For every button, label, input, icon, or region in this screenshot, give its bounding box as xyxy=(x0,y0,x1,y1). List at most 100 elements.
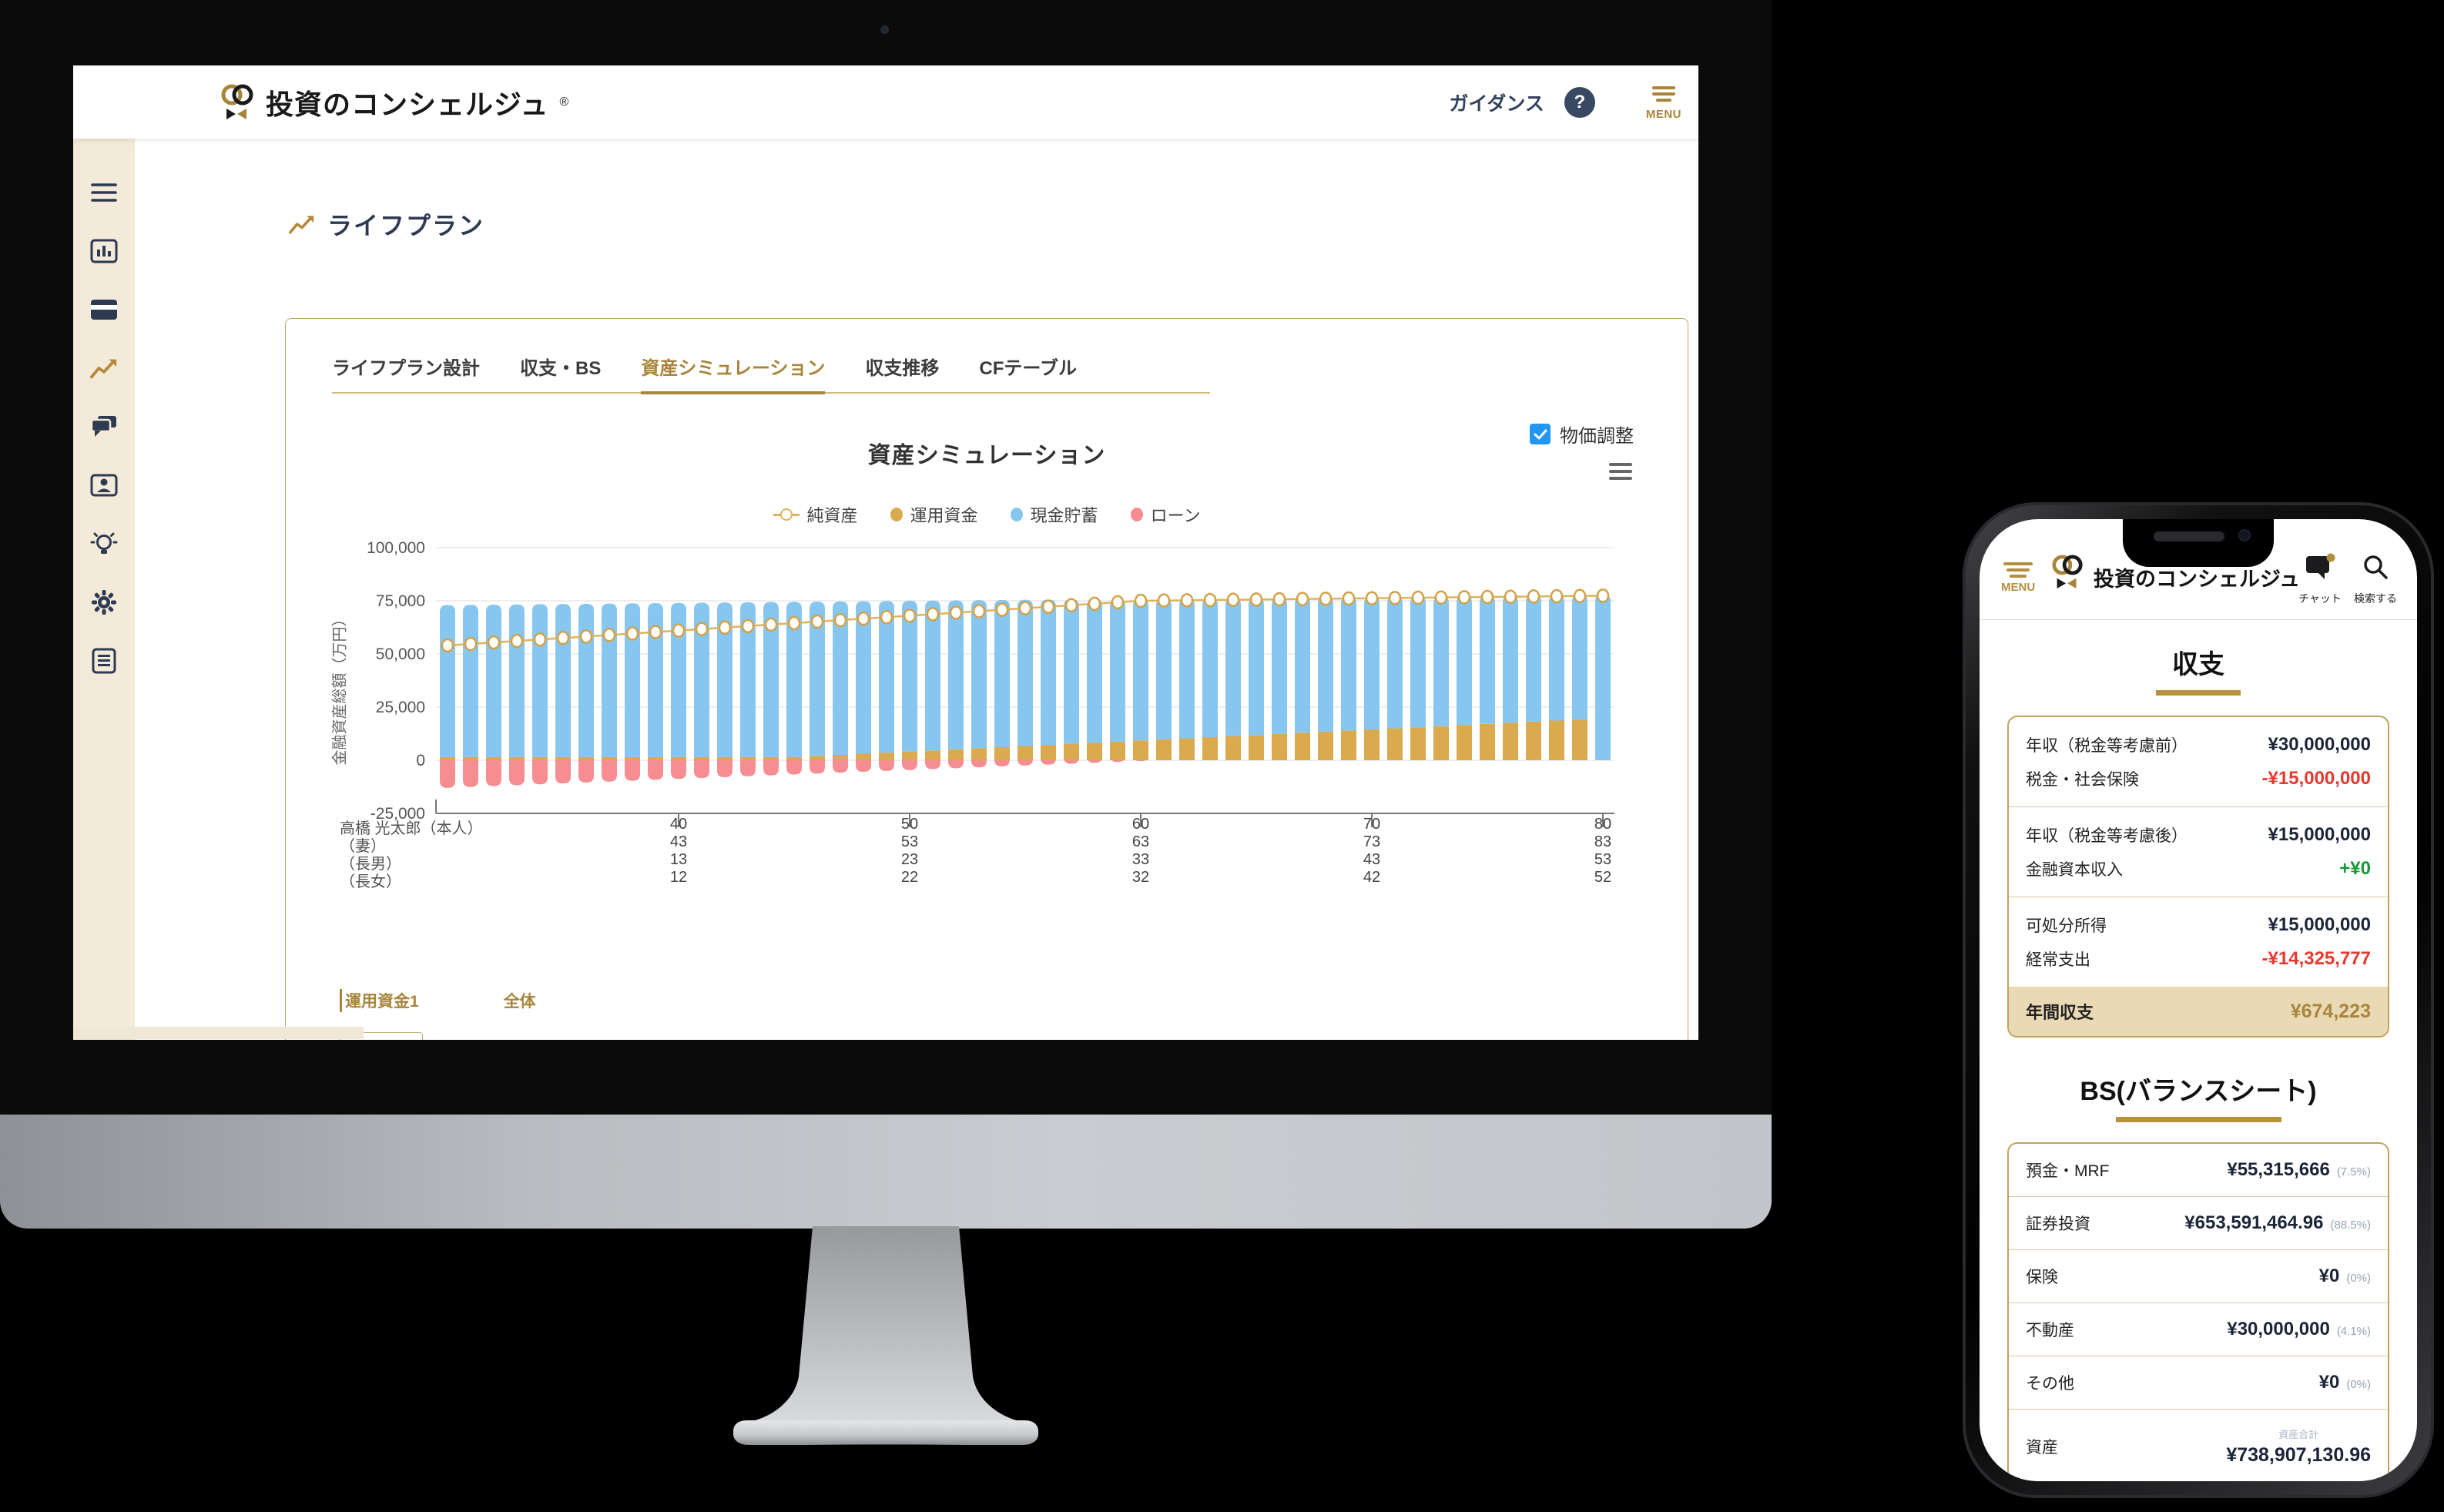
document-icon[interactable] xyxy=(90,647,118,675)
phone-chat-button[interactable]: チャット xyxy=(2298,553,2342,606)
legend-item[interactable]: ローン xyxy=(1130,502,1200,527)
family-age-table: 高橋 光太郎（本人） 40 50 60 70 80 （妻） 43 53 63 73 83 （長男） 13 2… xyxy=(320,816,1661,890)
bs-card: 預金・MRF ¥55,315,666 (7.5%) 証券投資 ¥653,591,464.… xyxy=(2007,1142,2389,1481)
simulation-panel: ライフプラン設計 収支・BS 資産シミュレーション 収支推移 CFテーブル 物価調整 資… xyxy=(285,318,1688,1040)
guidance-link[interactable]: ガイダンス xyxy=(1449,92,1544,115)
income-row-label: 年収（税金等考慮前） xyxy=(2026,737,2188,755)
phone-menu-button[interactable]: MENU xyxy=(2001,559,2035,594)
bar-chart-icon[interactable] xyxy=(90,237,118,265)
bs-total-value: ¥738,907,130.96 xyxy=(2226,1444,2371,1466)
income-row-value: -¥15,000,000 xyxy=(2261,768,2371,789)
page-title: ライフプラン xyxy=(327,212,485,240)
hamburger-icon xyxy=(2001,562,2035,578)
phone-search-button[interactable]: 検索する xyxy=(2351,553,2400,606)
fund-tab[interactable]: 運用資金1 xyxy=(340,989,419,1012)
tab-3[interactable]: 収支推移 xyxy=(865,358,940,379)
title-underline xyxy=(2156,690,2241,696)
bs-row-percent: (4.1%) xyxy=(2336,1325,2371,1338)
lightbulb-icon[interactable] xyxy=(90,530,118,558)
family-age-value: 42 xyxy=(1363,869,1381,886)
menu-button[interactable]: MENU xyxy=(1646,83,1681,121)
income-row: 税金・社会保険 -¥15,000,000 xyxy=(2026,762,2371,796)
phone-logo-text: 投資のコンシェルジュ xyxy=(2094,568,2301,591)
family-age-value: 22 xyxy=(900,869,919,886)
family-age-value: 13 xyxy=(669,851,688,868)
income-row-label: 可処分所得 xyxy=(2026,917,2107,935)
income-row: 経常支出 -¥14,325,777 xyxy=(2026,942,2371,976)
tab-4[interactable]: CFテーブル xyxy=(979,358,1077,379)
legend-dot xyxy=(1010,508,1023,521)
family-member-name: （妻） xyxy=(340,838,386,855)
family-age-value: 32 xyxy=(1131,869,1150,886)
bs-row-right: ¥0 (0%) xyxy=(2319,1372,2371,1393)
svg-text:50,000: 50,000 xyxy=(376,645,425,663)
bs-row-label: 不動産 xyxy=(2026,1322,2074,1339)
bs-row-value: ¥653,591,464.96 xyxy=(2184,1212,2324,1233)
family-age-value: 43 xyxy=(669,833,688,850)
bs-row-percent: (0%) xyxy=(2346,1378,2371,1391)
bs-row-right: ¥55,315,666 (7.5%) xyxy=(2227,1159,2371,1181)
logo-rings-icon xyxy=(221,84,253,119)
hamburger-icon xyxy=(1651,83,1675,105)
overall-tab[interactable]: 全体 xyxy=(503,993,536,1011)
family-age-value: 50 xyxy=(900,816,919,833)
income-row-label: 金融資本収入 xyxy=(2026,861,2123,879)
svg-text:75,000: 75,000 xyxy=(376,592,425,610)
family-member-name: （長男） xyxy=(340,856,401,873)
tab-0[interactable]: ライフプラン設計 xyxy=(332,358,480,379)
app-logo[interactable]: 投資のコンシェルジュ ® xyxy=(220,82,568,122)
id-card-icon[interactable] xyxy=(90,471,118,499)
family-age-row: （長女） 12 22 32 42 52 xyxy=(320,869,1661,890)
family-age-value: 53 xyxy=(900,833,919,850)
gear-icon[interactable] xyxy=(90,588,118,616)
asset-chart: 100,000 75,000 50,000 25,000 0 -25,000 xyxy=(367,539,1614,827)
legend-item[interactable]: 運用資金 xyxy=(890,502,978,527)
chart-menu-icon[interactable] xyxy=(1609,459,1632,484)
family-member-name: 高橋 光太郎（本人） xyxy=(340,820,483,837)
bs-row: 預金・MRF ¥55,315,666 (7.5%) xyxy=(2009,1144,2388,1196)
main-area: ライフプラン ライフプラン設計 収支・BS 資産シミュレーション 収支推移 CFテーブル… xyxy=(135,139,1698,1040)
legend-item[interactable]: 現金貯蓄 xyxy=(1010,502,1098,527)
bs-row-value: ¥55,315,666 xyxy=(2227,1159,2330,1180)
income-row: 金融資本収入 +¥0 xyxy=(2026,852,2371,886)
price-adjust-checkbox[interactable] xyxy=(1530,424,1551,444)
phone-header: MENU 投資のコンシェルジュ チャット xyxy=(1980,519,2417,620)
bs-total-sublabel: 資産合計 xyxy=(2278,1429,2319,1440)
monitor-mockup: 投資のコンシェルジュ ® ガイダンス ? MENU xyxy=(0,0,1772,1115)
app-header: 投資のコンシェルジュ ® ガイダンス ? MENU xyxy=(73,65,1698,139)
menu-icon[interactable] xyxy=(90,179,118,206)
price-adjust-control[interactable]: 物価調整 xyxy=(1530,421,1634,448)
chart-title: 資産シミュレーション xyxy=(867,443,1106,468)
phone-main: 収支 年収（税金等考慮前） ¥30,000,000 税金・社会保険 -¥15,000,… xyxy=(1980,643,2417,1481)
chat-icon xyxy=(2306,553,2335,579)
income-row-label: 経常支出 xyxy=(2026,951,2090,969)
annual-balance-value: ¥674,223 xyxy=(2290,1000,2371,1022)
family-age-value: 12 xyxy=(669,869,688,886)
tab-2[interactable]: 資産シミュレーション xyxy=(641,353,826,394)
speaker-slot xyxy=(2154,531,2224,541)
family-age-value: 53 xyxy=(1594,851,1612,868)
legend-item[interactable]: 純資産 xyxy=(773,502,858,527)
search-icon xyxy=(2364,555,2388,579)
bs-section-title: BS(バランスシート) xyxy=(2080,1077,2317,1106)
bs-row: 資産 資産合計 ¥738,907,130.96 xyxy=(2009,1409,2388,1481)
credit-card-icon[interactable] xyxy=(90,296,118,324)
phone-screen: MENU 投資のコンシェルジュ チャット xyxy=(1980,519,2417,1481)
annual-balance-label: 年間収支 xyxy=(2026,1003,2094,1022)
bs-row-right: ¥653,591,464.96 (88.5%) xyxy=(2184,1212,2371,1234)
tab-1[interactable]: 収支・BS xyxy=(520,358,602,379)
monitor-chin xyxy=(0,1115,1772,1229)
help-icon[interactable]: ? xyxy=(1564,86,1595,118)
chat-label: チャット xyxy=(2298,592,2342,605)
income-row: 年収（税金等考慮後） ¥15,000,000 xyxy=(2026,818,2371,852)
line-chart-icon[interactable] xyxy=(90,354,118,382)
desktop-screen: 投資のコンシェルジュ ® ガイダンス ? MENU xyxy=(73,65,1698,1040)
logo-registered-mark: ® xyxy=(559,95,569,109)
legend-dot xyxy=(890,508,903,521)
family-age-value: 63 xyxy=(1131,833,1150,850)
price-adjust-label: 物価調整 xyxy=(1560,426,1634,447)
chat-icon[interactable] xyxy=(90,413,118,441)
bs-row-label: 資産 xyxy=(2026,1439,2058,1457)
family-age-row: （長男） 13 23 33 43 53 xyxy=(320,851,1661,873)
income-row: 年収（税金等考慮前） ¥30,000,000 xyxy=(2026,728,2371,762)
